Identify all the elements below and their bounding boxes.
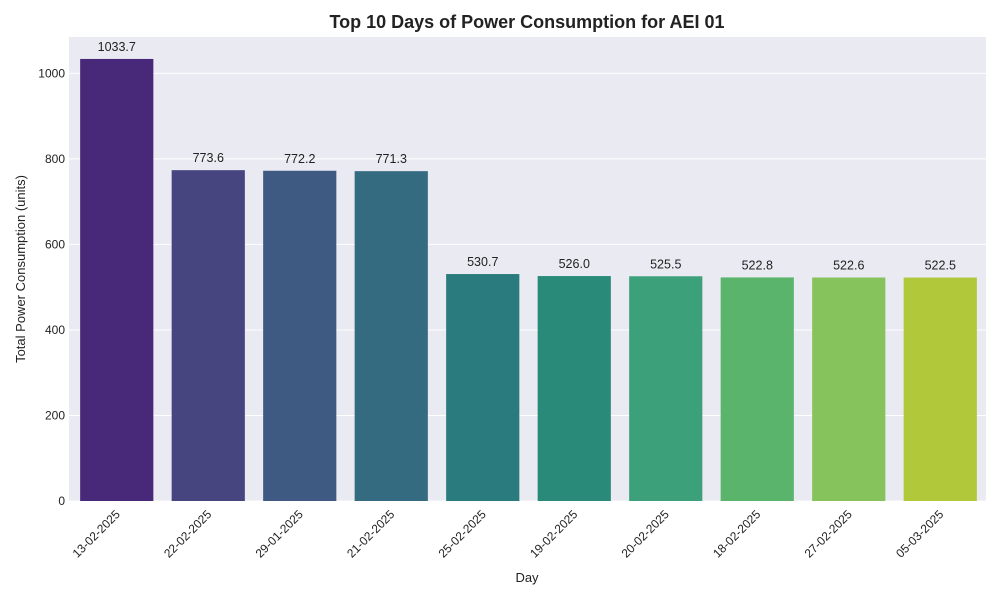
bars [80,58,977,501]
bar [629,276,703,501]
bar [537,276,611,501]
data-label: 522.6 [833,259,864,273]
x-tick-label: 25-02-2025 [436,507,490,561]
y-tick-label: 600 [45,237,65,251]
bar [354,171,428,501]
y-tick-label: 200 [45,408,65,422]
x-axis-label: Day [515,570,539,585]
x-axis-ticks: 13-02-2025 22-02-2025 29-01-2025 21-02-2025… [70,507,947,561]
bar [720,277,794,501]
bar [812,277,886,501]
y-tick-label: 800 [45,152,65,166]
y-axis-label: Total Power Consumption (units) [13,175,28,363]
y-tick-label: 0 [58,494,65,508]
x-tick-label: 29-01-2025 [253,507,307,561]
y-axis-ticks: 0 200 400 600 800 1000 [38,66,65,508]
x-tick-label: 18-02-2025 [710,507,764,561]
data-label: 772.2 [284,152,315,166]
y-tick-label: 1000 [38,66,65,80]
y-tick-label: 400 [45,323,65,337]
data-label: 522.8 [742,258,773,272]
x-tick-label: 21-02-2025 [344,507,398,561]
x-tick-label: 13-02-2025 [70,507,124,561]
x-tick-label: 20-02-2025 [619,507,673,561]
data-label: 526.0 [559,257,590,271]
data-label: 773.6 [193,151,224,165]
x-tick-label: 22-02-2025 [161,507,215,561]
data-label: 1033.7 [98,40,136,54]
bar [263,170,337,501]
data-label: 530.7 [467,255,498,269]
bar [446,274,520,501]
chart-title: Top 10 Days of Power Consumption for AEI… [329,12,724,32]
data-label: 771.3 [376,152,407,166]
bar [903,277,977,501]
bar [171,170,245,501]
x-tick-label: 05-03-2025 [893,507,947,561]
x-tick-label: 19-02-2025 [527,507,581,561]
data-label: 525.5 [650,257,681,271]
data-labels: 1033.7 773.6 772.2 771.3 530.7 526.0 525.5 522.… [98,40,956,273]
x-tick-label: 27-02-2025 [802,507,856,561]
data-label: 522.5 [925,259,956,273]
bar [80,58,154,501]
